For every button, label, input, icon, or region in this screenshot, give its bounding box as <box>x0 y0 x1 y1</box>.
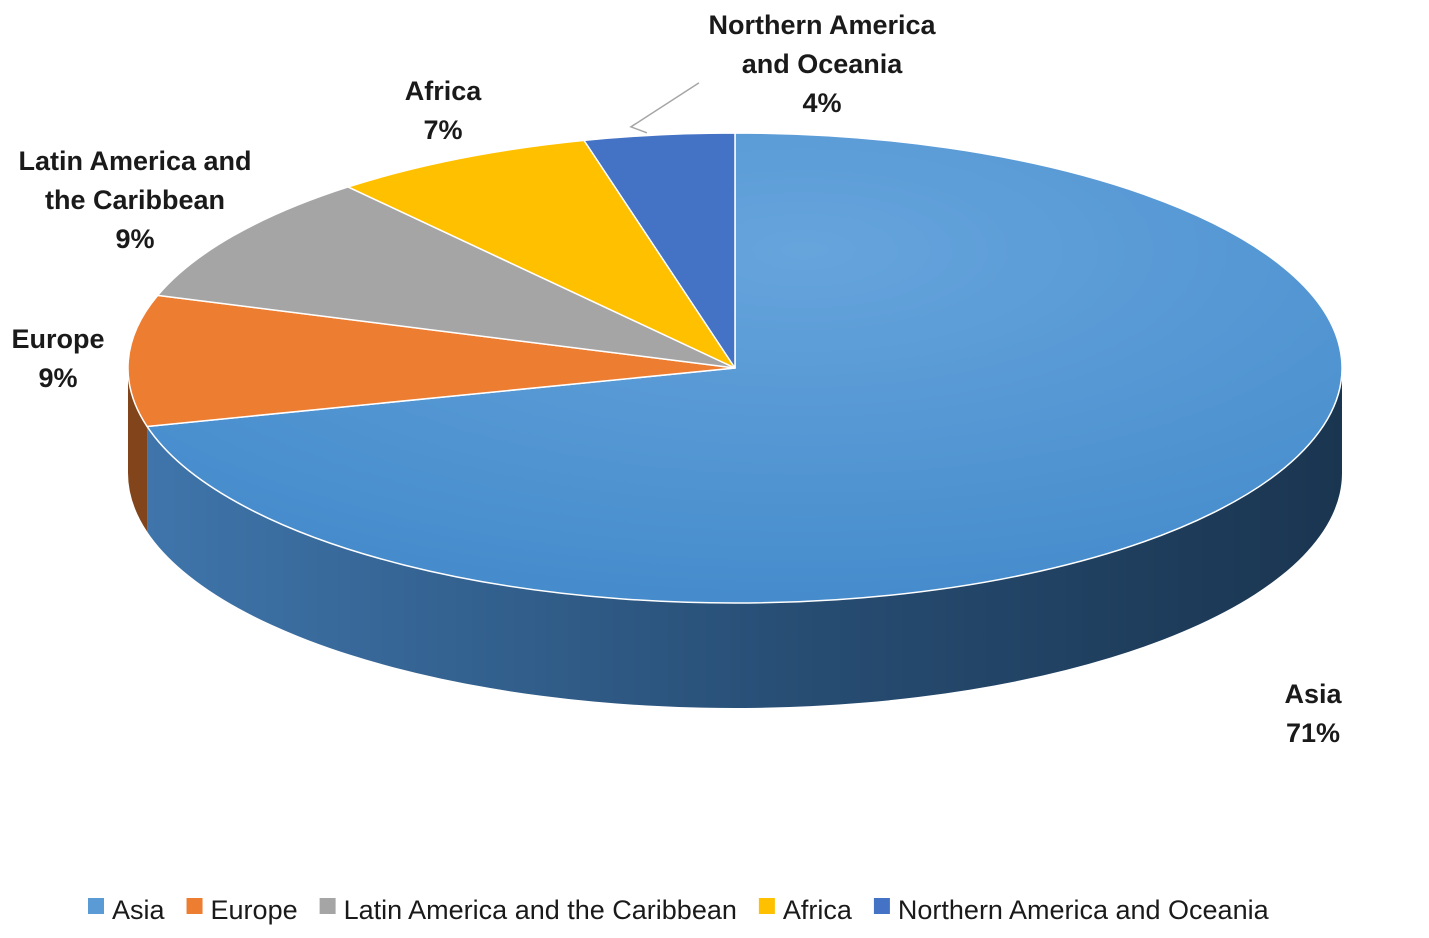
slice-label-line: 4% <box>802 88 841 118</box>
leader-lines <box>629 82 700 134</box>
slice-labels: Asia 71% Europe 9% Latin America and the Cari… <box>11 10 1342 748</box>
slice-label-line: 9% <box>115 224 154 254</box>
pie-slice-northern-america-and-oceania <box>583 132 736 369</box>
pie-slice-asia <box>146 132 1343 604</box>
side-wall-europe <box>128 368 148 532</box>
slice-label-line: Europe <box>11 324 104 354</box>
slice-label-latin-america-and-the-caribbean: Latin America and the Caribbean 9% <box>18 146 251 254</box>
slice-label-line: 71% <box>1286 718 1340 748</box>
side-wall-asia <box>147 368 1342 708</box>
slice-label-line: Asia <box>1284 679 1342 709</box>
slice-label-northern-america-and-oceania: Northern America and Oceania 4% <box>708 10 936 118</box>
legend-swatch-latin-america-and-the-caribbean <box>319 898 336 914</box>
pie-slice-europe <box>127 294 736 428</box>
pie-slice-africa <box>347 139 736 369</box>
slice-label-line: the Caribbean <box>45 185 225 215</box>
legend: Asia Europe Latin America and the Caribbea… <box>88 895 1270 925</box>
slice-label-line: Northern America <box>708 10 936 40</box>
pie-slice-latin-america-and-the-caribbean <box>156 186 736 369</box>
slice-label-line: and Oceania <box>742 49 904 79</box>
legend-swatch-asia <box>88 898 104 914</box>
legend-entry-northern-america-and-oceania: Northern America and Oceania <box>898 895 1270 925</box>
pie-top-slices <box>127 132 1343 604</box>
leader-line-northern-america-and-oceania <box>629 82 700 134</box>
pie-side-walls <box>128 368 1342 708</box>
slice-label-line: 9% <box>38 363 77 393</box>
slice-label-africa: Africa 7% <box>405 76 483 145</box>
legend-swatch-africa <box>758 898 775 914</box>
slice-label-line: 7% <box>423 115 462 145</box>
slice-label-line: Africa <box>405 76 483 106</box>
legend-entry-asia: Asia <box>112 895 166 925</box>
legend-entry-africa: Africa <box>783 895 853 925</box>
slice-label-europe: Europe 9% <box>11 324 104 393</box>
legend-entry-europe: Europe <box>211 895 298 925</box>
legend-entry-latin-america-and-the-caribbean: Latin America and the Caribbean <box>344 895 737 925</box>
slice-label-asia: Asia 71% <box>1284 679 1342 748</box>
legend-swatch-northern-america-and-oceania <box>873 898 890 914</box>
legend-swatch-europe <box>186 898 203 914</box>
slice-label-line: Latin America and <box>18 146 251 176</box>
